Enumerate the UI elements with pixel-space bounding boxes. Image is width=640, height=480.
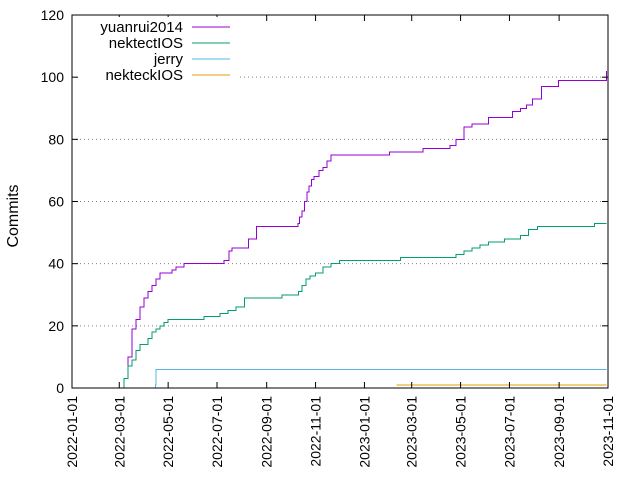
legend-label: yuanrui2014 (100, 19, 183, 36)
x-tick-label: 2022-03-01 (111, 396, 127, 468)
x-tick-label: 2022-05-01 (160, 396, 176, 468)
y-tick-label: 40 (48, 256, 64, 272)
x-tick-label: 2023-07-01 (501, 396, 517, 468)
y-tick-label: 80 (48, 131, 64, 147)
x-tick-label: 2022-11-01 (308, 396, 324, 467)
x-tick-label: 2022-07-01 (209, 396, 225, 468)
series-lines (118, 70, 607, 389)
y-tick-label: 0 (56, 380, 64, 396)
y-axis-label: Commits (5, 184, 22, 247)
series-line-yuanrui2014 (118, 70, 607, 389)
y-tick-label: 20 (48, 318, 64, 334)
y-tick-label: 120 (41, 7, 65, 23)
x-tick-label: 2023-11-01 (600, 396, 616, 467)
x-tick-label: 2023-01-01 (356, 396, 372, 468)
legend-label: jerry (153, 51, 184, 68)
x-tick-label: 2022-09-01 (259, 396, 275, 468)
x-tick-label: 2023-09-01 (551, 396, 567, 468)
x-tick-label: 2023-03-01 (404, 396, 420, 468)
legend-label: nekteckIOS (105, 67, 183, 84)
y-tick-label: 60 (48, 194, 64, 210)
y-tick-label: 100 (41, 69, 65, 85)
x-tick-label: 2022-01-01 (64, 396, 80, 468)
x-tick-label: 2023-05-01 (453, 396, 469, 468)
axis-ticks: 0 20 40 60 80 100 120 2022-01-01 2022-03-01 2022-… (41, 7, 616, 468)
series-line-nektectios (118, 222, 607, 389)
legend-label: nektectIOS (109, 35, 183, 52)
